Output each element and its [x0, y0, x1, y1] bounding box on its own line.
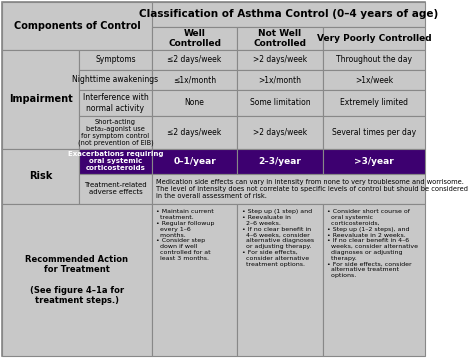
Bar: [2, 2, 425, 27]
Bar: [323, 27, 425, 50]
Bar: [323, 70, 425, 90]
Bar: [323, 50, 425, 70]
Text: Some limitation: Some limitation: [250, 98, 310, 107]
Bar: [152, 50, 237, 70]
Bar: [79, 90, 152, 116]
Text: Components of Control: Components of Control: [14, 21, 140, 31]
Bar: [152, 90, 237, 116]
Text: Extremely limited: Extremely limited: [340, 98, 408, 107]
Text: >1x/month: >1x/month: [258, 75, 301, 84]
Text: Several times per day: Several times per day: [332, 128, 416, 137]
Text: Symptoms: Symptoms: [95, 55, 136, 64]
Bar: [152, 70, 237, 90]
Bar: [152, 116, 237, 149]
Text: Classification of Asthma Control (0–4 years of age): Classification of Asthma Control (0–4 ye…: [139, 9, 438, 19]
Text: ≤2 days/week: ≤2 days/week: [167, 55, 222, 64]
Bar: [237, 27, 323, 50]
Text: None: None: [184, 98, 204, 107]
Bar: [237, 149, 323, 174]
Bar: [237, 90, 323, 116]
Text: Risk: Risk: [29, 171, 52, 181]
Text: Interference with
normal activity: Interference with normal activity: [82, 93, 148, 113]
Text: Not Well
Controlled: Not Well Controlled: [254, 29, 307, 48]
Bar: [323, 204, 425, 356]
Text: Exacerbations requiring
oral systemic
corticosteroids: Exacerbations requiring oral systemic co…: [68, 151, 163, 171]
Text: ≤2 days/week: ≤2 days/week: [167, 128, 222, 137]
Bar: [2, 50, 79, 149]
Text: Treatment-related
adverse effects: Treatment-related adverse effects: [84, 182, 147, 195]
Bar: [152, 149, 237, 174]
Bar: [79, 116, 152, 149]
Text: Well
Controlled: Well Controlled: [168, 29, 221, 48]
Bar: [2, 149, 79, 204]
Text: • Consider short course of
  oral systemic
  corticosteroids,
• Step up (1–2 ste: • Consider short course of oral systemic…: [327, 209, 418, 278]
Text: >3/year: >3/year: [354, 156, 394, 166]
Bar: [2, 204, 152, 356]
Text: >2 days/week: >2 days/week: [253, 55, 307, 64]
Bar: [237, 116, 323, 149]
Bar: [323, 90, 425, 116]
Text: Throughout the day: Throughout the day: [336, 55, 412, 64]
Bar: [79, 149, 152, 174]
Bar: [237, 70, 323, 90]
Text: >1x/week: >1x/week: [355, 75, 393, 84]
Bar: [237, 204, 323, 356]
Bar: [323, 116, 425, 149]
Bar: [79, 70, 152, 90]
Bar: [2, 2, 152, 50]
Text: • Step up (1 step) and
• Reevaluate in
  2–6 weeks.
• If no clear benefit in
  4: • Step up (1 step) and • Reevaluate in 2…: [242, 209, 314, 267]
Bar: [79, 50, 152, 70]
Text: 2–3/year: 2–3/year: [259, 156, 301, 166]
Text: 0–1/year: 0–1/year: [173, 156, 216, 166]
Text: Impairment: Impairment: [9, 95, 73, 104]
Text: • Maintain current
  treatment.
• Regular followup
  every 1–6
  months.
• Consi: • Maintain current treatment. • Regular …: [156, 209, 214, 261]
Text: Recommended Action
for Treatment

(See figure 4–1a for
treatment steps.): Recommended Action for Treatment (See fi…: [26, 255, 128, 305]
Text: ≤1x/month: ≤1x/month: [173, 75, 216, 84]
Text: Very Poorly Controlled: Very Poorly Controlled: [317, 34, 431, 43]
Bar: [323, 149, 425, 174]
Bar: [152, 174, 425, 204]
Bar: [152, 204, 237, 356]
Text: Nighttime awakenings: Nighttime awakenings: [73, 75, 158, 84]
Text: Short-acting
beta₂-agonist use
for symptom control
(not prevention of EIB): Short-acting beta₂-agonist use for sympt…: [78, 119, 153, 146]
Text: Medication side effects can vary in intensity from none to very troublesome and : Medication side effects can vary in inte…: [156, 179, 468, 199]
Bar: [237, 50, 323, 70]
Bar: [79, 174, 152, 204]
Bar: [152, 27, 237, 50]
Text: >2 days/week: >2 days/week: [253, 128, 307, 137]
